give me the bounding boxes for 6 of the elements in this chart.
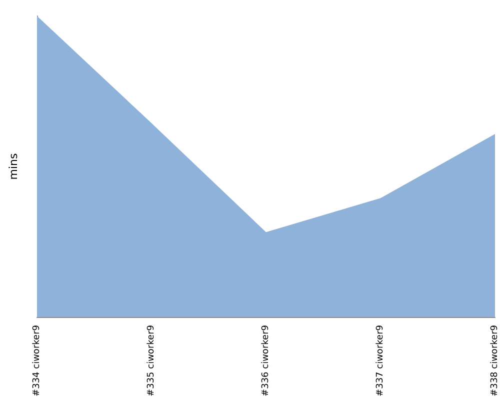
x-tick-label: #336 ciworker9 [261,324,271,396]
x-tick-label: #334 ciworker9 [32,324,42,396]
x-tick-label: #337 ciworker9 [376,324,386,396]
x-tick-label: #338 ciworker9 [490,324,500,396]
y-axis-title: mins [7,153,20,180]
x-tick-label: #335 ciworker9 [146,324,156,396]
